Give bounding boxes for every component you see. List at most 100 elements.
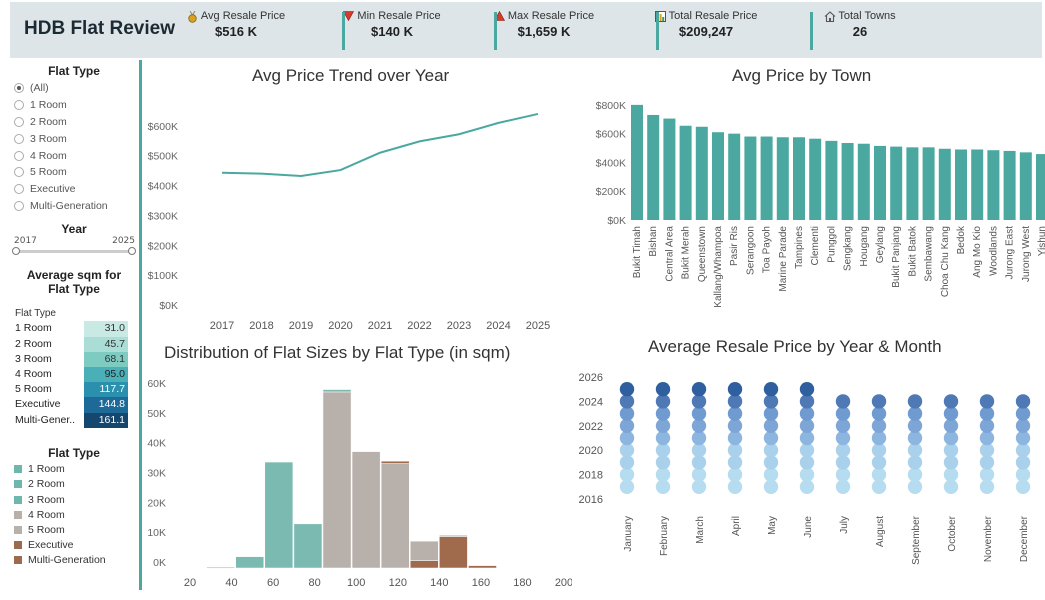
histogram-bar[interactable] [409,540,439,561]
price-dot[interactable] [943,418,959,433]
flat-type-option-multi-generation[interactable]: Multi-Generation [10,198,138,215]
town-bar[interactable] [679,125,692,220]
town-bar[interactable] [776,137,789,220]
price-dot[interactable] [655,406,671,421]
price-dot[interactable] [871,479,887,494]
histogram-bar[interactable] [439,534,468,537]
price-dot[interactable] [727,443,743,458]
price-dot[interactable] [619,406,635,421]
price-dot[interactable] [727,418,743,433]
price-dot[interactable] [619,455,635,470]
town-bar[interactable] [712,132,724,220]
price-dot[interactable] [799,418,815,433]
price-dot[interactable] [799,430,815,446]
price-dot[interactable] [907,467,923,482]
price-dot[interactable] [619,394,635,409]
price-dot[interactable] [943,455,959,470]
radio-button[interactable] [14,100,24,111]
price-dot[interactable] [1015,443,1031,458]
price-dot[interactable] [799,467,815,482]
town-bar[interactable] [760,136,773,220]
histogram-bar[interactable] [439,536,468,569]
town-bar[interactable] [890,146,903,220]
price-dot[interactable] [979,418,995,433]
radio-button[interactable] [14,200,24,211]
legend-item[interactable]: 2 Room [10,477,138,492]
price-dot[interactable] [871,418,887,433]
legend-item[interactable]: 1 Room [10,462,138,477]
price-dot[interactable] [691,443,707,458]
histogram-bar[interactable] [206,566,235,569]
price-dot[interactable] [907,418,923,433]
radio-button[interactable] [14,167,24,178]
price-dot[interactable] [907,406,923,421]
price-dot[interactable] [1015,467,1031,482]
price-dot[interactable] [763,455,779,470]
town-bar[interactable] [922,147,935,220]
year-slider-track[interactable] [14,250,134,254]
histogram-bar[interactable] [322,391,352,569]
price-dot[interactable] [655,430,671,446]
price-dot[interactable] [691,406,707,421]
price-dot[interactable] [1015,418,1031,433]
town-bar[interactable] [728,133,741,220]
price-dot[interactable] [691,394,707,409]
town-bar[interactable] [825,140,838,220]
price-dot[interactable] [763,443,779,458]
price-dot[interactable] [979,467,995,482]
town-bar[interactable] [809,138,822,220]
price-dot[interactable] [871,406,887,421]
price-dot[interactable] [979,394,995,409]
price-dot[interactable] [655,455,671,470]
town-bar[interactable] [857,143,870,220]
histogram-bar[interactable] [235,556,265,569]
price-dot[interactable] [907,479,923,494]
price-dot[interactable] [691,455,707,470]
legend-item[interactable]: 5 Room [10,522,138,537]
price-dot[interactable] [655,479,671,494]
price-dot[interactable] [763,394,779,409]
price-dot[interactable] [1015,455,1031,470]
price-dot[interactable] [979,406,995,421]
price-dot[interactable] [691,479,707,494]
town-bar[interactable] [938,148,951,220]
price-dot[interactable] [763,382,779,397]
radio-button[interactable] [14,184,24,195]
price-dot[interactable] [943,394,959,409]
price-dot[interactable] [763,430,779,446]
price-dot[interactable] [979,443,995,458]
town-bar[interactable] [1019,152,1032,220]
price-dot[interactable] [1015,394,1031,409]
price-dot[interactable] [871,443,887,458]
histogram-bar[interactable] [409,560,439,569]
histogram-bar[interactable] [264,461,294,569]
flat-type-option-2-room[interactable]: 2 Room [10,114,138,131]
year-slider-min-thumb[interactable] [12,247,20,256]
histogram-bar[interactable] [380,460,410,464]
price-dot[interactable] [727,394,743,409]
price-dot[interactable] [727,467,743,482]
price-dot[interactable] [691,382,707,397]
town-bar[interactable] [955,149,967,220]
town-bar[interactable] [1036,154,1045,220]
town-bar[interactable] [695,126,708,220]
histogram-bar[interactable] [293,523,323,569]
price-dot[interactable] [1015,430,1031,446]
price-dot[interactable] [727,430,743,446]
flat-type-option-1-room[interactable]: 1 Room [10,97,138,114]
histogram-bar[interactable] [351,451,381,569]
price-dot[interactable] [907,394,923,409]
price-dot[interactable] [835,406,851,421]
price-dot[interactable] [799,382,815,397]
radio-button[interactable] [14,83,24,94]
town-bar[interactable] [793,137,805,220]
price-dot[interactable] [655,382,671,397]
price-dot[interactable] [871,430,887,446]
flat-type-option-executive[interactable]: Executive [10,181,138,198]
price-dot[interactable] [799,455,815,470]
flat-type-option-3-room[interactable]: 3 Room [10,130,138,147]
price-dot[interactable] [943,406,959,421]
radio-button[interactable] [14,133,24,144]
price-dot[interactable] [763,467,779,482]
price-dot[interactable] [691,467,707,482]
